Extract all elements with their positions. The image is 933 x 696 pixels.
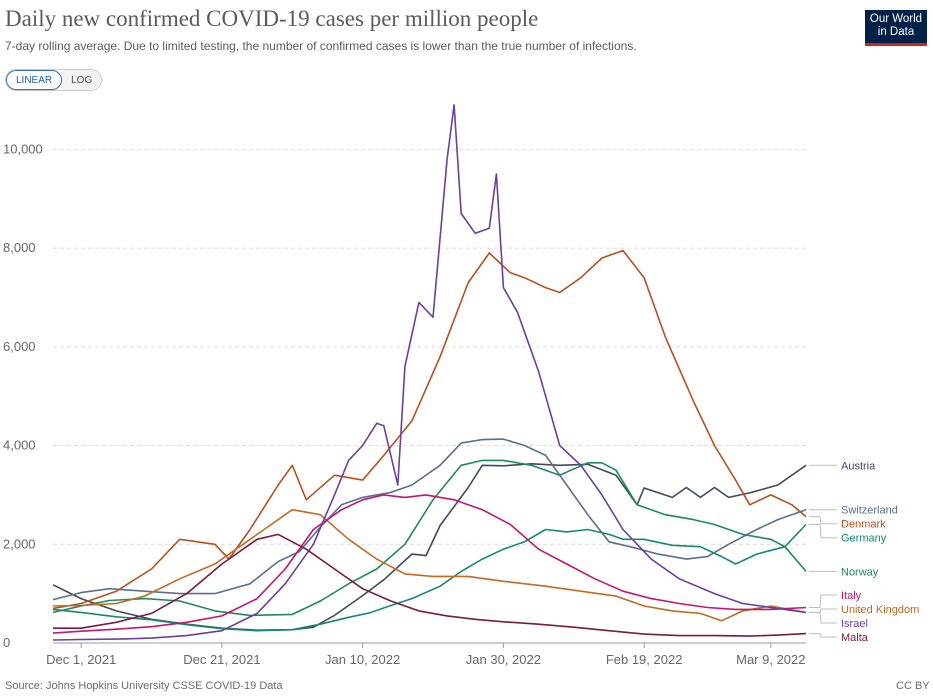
y-tick-label: 8,000 [3, 240, 36, 255]
leader-line-italy [809, 594, 837, 608]
series-line-norway[interactable] [52, 459, 807, 617]
y-tick-label: 4,000 [3, 438, 36, 453]
owid-logo[interactable]: Our World in Data [865, 10, 927, 46]
x-tick-label: Dec 21, 2021 [183, 652, 260, 667]
x-tick-label: Jan 30, 2022 [466, 652, 541, 667]
x-tick-label: Feb 19, 2022 [606, 652, 683, 667]
leader-line-israel [809, 611, 837, 624]
series-line-israel[interactable] [52, 104, 807, 641]
license-link[interactable]: CC BY [896, 680, 930, 692]
chart-title: Daily new confirmed COVID-19 cases per m… [5, 6, 539, 31]
y-tick-label: 10,000 [3, 141, 43, 156]
series-line-switzerland[interactable] [52, 438, 807, 601]
leader-line-denmark [809, 516, 837, 525]
logo-line-2: in Data [877, 26, 915, 38]
logo-line-1: Our World [869, 13, 923, 25]
chart-subtitle: 7-day rolling average. Due to limited te… [5, 39, 637, 53]
series-label-switzerland[interactable]: Switzerland [841, 505, 898, 517]
source-note[interactable]: Source: Johns Hopkins University CSSE CO… [5, 680, 283, 692]
y-tick-label: 6,000 [3, 339, 36, 354]
x-tick-label: Mar 9, 2022 [736, 652, 805, 667]
series-label-malta[interactable]: Malta [841, 632, 869, 644]
series-label-germany[interactable]: Germany [841, 533, 887, 545]
x-tick-label: Dec 1, 2021 [46, 652, 116, 667]
series-label-norway[interactable]: Norway [841, 566, 879, 578]
series-line-italy[interactable] [52, 494, 807, 634]
series-line-germany[interactable] [52, 523, 807, 632]
series-line-united-kingdom[interactable] [52, 508, 807, 622]
series-line-denmark[interactable] [52, 249, 807, 610]
linear-scale-button[interactable]: LINEAR [6, 70, 63, 90]
series-label-austria[interactable]: Austria [841, 460, 876, 472]
leader-line-germany [809, 524, 837, 539]
series-label-united-kingdom[interactable]: United Kingdom [841, 604, 919, 616]
series-line-malta[interactable] [53, 533, 807, 637]
leader-line-united-kingdom [809, 608, 837, 613]
leader-line-malta [809, 633, 837, 638]
series-label-denmark[interactable]: Denmark [841, 519, 886, 531]
y-tick-label: 2,000 [3, 536, 36, 551]
series-label-italy[interactable]: Italy [841, 590, 862, 602]
series-label-israel[interactable]: Israel [841, 618, 868, 630]
x-tick-label: Jan 10, 2022 [325, 652, 400, 667]
scale-toggle: LINEAR LOG [5, 69, 103, 91]
y-tick-label: 0 [3, 635, 10, 650]
log-scale-button[interactable]: LOG [62, 70, 102, 90]
